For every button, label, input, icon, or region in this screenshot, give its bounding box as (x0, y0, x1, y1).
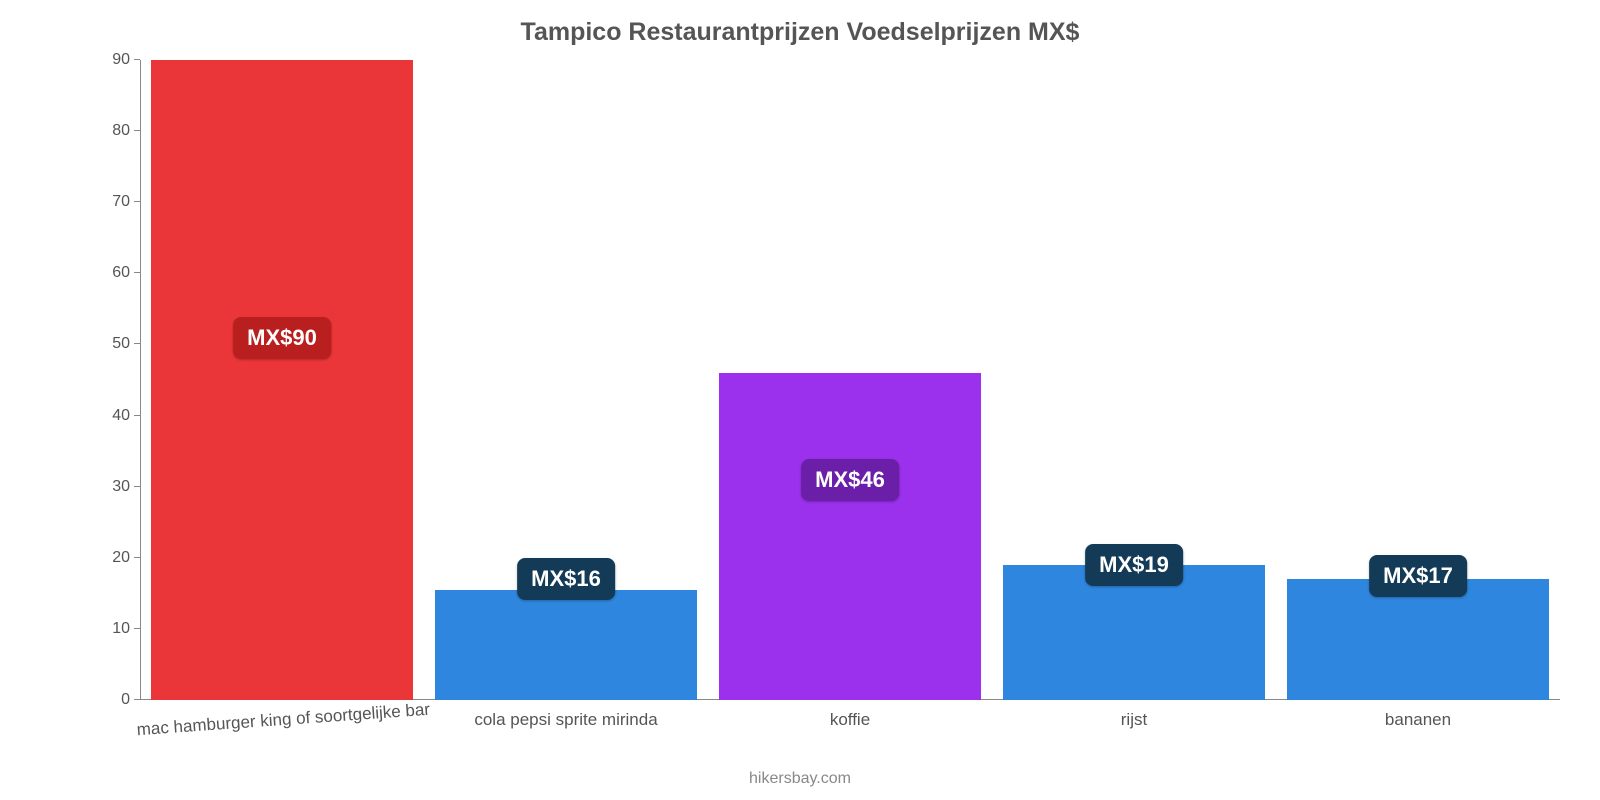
value-badge: MX$46 (801, 459, 899, 501)
category-label: koffie (830, 700, 870, 730)
chart-title: Tampico Restaurantprijzen Voedselprijzen… (0, 0, 1600, 47)
price-bar-chart: Tampico Restaurantprijzen Voedselprijzen… (0, 0, 1600, 800)
y-tick-label: 40 (112, 407, 140, 425)
y-tick-label: 0 (121, 691, 140, 709)
y-tick-mark (134, 699, 140, 700)
value-badge: MX$16 (517, 558, 615, 600)
y-tick-label: 60 (112, 264, 140, 282)
y-tick-label: 20 (112, 549, 140, 567)
category-label: cola pepsi sprite mirinda (474, 700, 657, 730)
bar: MX$17 (1287, 579, 1548, 700)
value-badge: MX$90 (233, 317, 331, 359)
plot-area: MX$90MX$16MX$46MX$19MX$17 01020304050607… (140, 60, 1560, 700)
category-label: rijst (1121, 700, 1147, 730)
y-tick-mark (134, 201, 140, 202)
bar: MX$16 (435, 590, 696, 700)
value-badge: MX$17 (1369, 555, 1467, 597)
y-tick-label: 50 (112, 335, 140, 353)
y-tick-mark (134, 486, 140, 487)
y-tick-label: 80 (112, 122, 140, 140)
y-tick-label: 90 (112, 51, 140, 69)
y-tick-mark (134, 343, 140, 344)
y-tick-label: 10 (112, 620, 140, 638)
attribution-text: hikersbay.com (749, 770, 851, 788)
y-tick-mark (134, 59, 140, 60)
bar: MX$90 (151, 60, 412, 700)
y-tick-label: 30 (112, 478, 140, 496)
y-tick-mark (134, 557, 140, 558)
category-label: bananen (1385, 700, 1451, 730)
bar: MX$46 (719, 373, 980, 700)
bar: MX$19 (1003, 565, 1264, 700)
y-tick-mark (134, 272, 140, 273)
y-tick-mark (134, 130, 140, 131)
y-tick-mark (134, 628, 140, 629)
bars-container: MX$90MX$16MX$46MX$19MX$17 (140, 60, 1560, 700)
value-badge: MX$19 (1085, 544, 1183, 586)
y-tick-mark (134, 415, 140, 416)
y-tick-label: 70 (112, 193, 140, 211)
